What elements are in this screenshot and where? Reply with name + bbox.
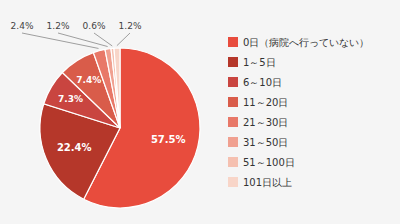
legend-swatch	[228, 137, 238, 147]
legend-swatch	[228, 77, 238, 87]
legend-label: 6～10日	[243, 77, 282, 88]
legend: 0日（病院へ行っていない） 1～5日 6～10日 11～20日 21～30日 31～50日…	[228, 37, 369, 188]
legend-label: 11～20日	[243, 97, 288, 108]
legend-label: 51～100日	[243, 157, 295, 168]
data-label: 7.3%	[58, 94, 83, 104]
legend-label: 21～30日	[243, 117, 288, 128]
data-label: 1.2%	[47, 21, 70, 31]
data-label: 22.4%	[57, 142, 92, 153]
chart: 57.5% 22.4% 7.3% 7.4% 2.4% 1.2% 0.6% 1.2% 0日（病院へ…	[0, 0, 400, 224]
pie-slice	[114, 48, 120, 128]
legend-swatch	[228, 97, 238, 107]
legend-swatch	[228, 117, 238, 127]
data-label: 0.6%	[83, 21, 106, 31]
pie-slice	[111, 48, 120, 128]
pie	[40, 48, 200, 208]
leader-line	[117, 33, 130, 46]
data-label: 57.5%	[151, 134, 186, 145]
legend-swatch	[228, 57, 238, 67]
data-labels: 57.5% 22.4% 7.3% 7.4% 2.4% 1.2% 0.6% 1.2%	[11, 21, 186, 153]
pie-slice	[105, 49, 120, 128]
data-label: 7.4%	[76, 75, 101, 85]
legend-label: 1～5日	[243, 57, 276, 68]
legend-label: 31～50日	[243, 137, 288, 148]
legend-swatch	[228, 37, 238, 47]
data-label: 1.2%	[119, 21, 142, 31]
data-label: 2.4%	[11, 21, 34, 31]
legend-label: 0日（病院へ行っていない）	[243, 37, 369, 48]
legend-label: 101日以上	[243, 177, 292, 188]
leader-line	[94, 33, 112, 46]
leader-line	[58, 33, 108, 47]
legend-swatch	[228, 177, 238, 187]
legend-swatch	[228, 157, 238, 167]
